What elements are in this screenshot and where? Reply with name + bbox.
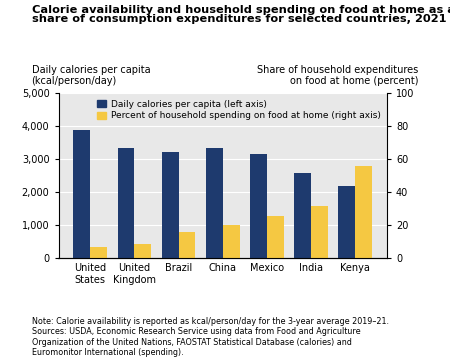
Bar xyxy=(356,166,372,258)
Bar xyxy=(90,247,107,258)
Bar xyxy=(294,173,311,258)
Bar xyxy=(267,215,284,258)
Bar xyxy=(338,186,356,258)
Text: share of consumption expenditures for selected countries, 2021: share of consumption expenditures for se… xyxy=(32,14,446,24)
Bar xyxy=(311,206,328,258)
Bar xyxy=(206,148,223,258)
Bar xyxy=(179,232,195,258)
Bar xyxy=(223,225,239,258)
Bar xyxy=(250,154,267,258)
Text: Note: Calorie availability is reported as kcal/person/day for the 3-year average: Note: Calorie availability is reported a… xyxy=(32,317,388,357)
Bar xyxy=(117,148,135,258)
Legend: Daily calories per capita (left axis), Percent of household spending on food at : Daily calories per capita (left axis), P… xyxy=(95,98,382,122)
Bar xyxy=(162,153,179,258)
Text: Share of household expenditures
on food at home (percent): Share of household expenditures on food … xyxy=(257,65,418,86)
Text: Daily calories per capita
(kcal/person/day): Daily calories per capita (kcal/person/d… xyxy=(32,65,150,86)
Bar xyxy=(135,244,151,258)
Bar xyxy=(73,130,90,258)
Text: Calorie availability and household spending on food at home as a: Calorie availability and household spend… xyxy=(32,5,450,15)
